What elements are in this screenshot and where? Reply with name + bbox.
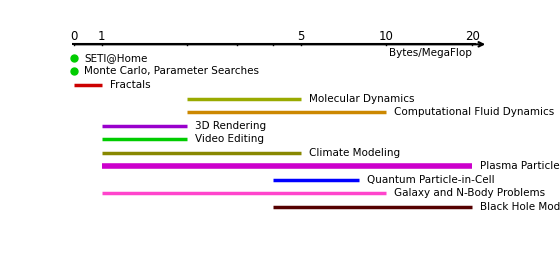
Text: Climate Modeling: Climate Modeling bbox=[309, 148, 400, 158]
Text: Plasma Particle-In-Cell: Plasma Particle-In-Cell bbox=[480, 161, 560, 171]
Text: SETI@Home: SETI@Home bbox=[84, 53, 147, 63]
Text: Quantum Particle-in-Cell: Quantum Particle-in-Cell bbox=[367, 175, 494, 185]
Text: Black Hole Modeling: Black Hole Modeling bbox=[480, 202, 560, 212]
Text: Fractals: Fractals bbox=[110, 80, 150, 90]
Text: Computational Fluid Dynamics: Computational Fluid Dynamics bbox=[394, 107, 554, 117]
Text: Galaxy and N-Body Problems: Galaxy and N-Body Problems bbox=[394, 188, 545, 198]
Text: 0: 0 bbox=[71, 30, 78, 43]
Text: 10: 10 bbox=[379, 30, 394, 43]
Text: 5: 5 bbox=[297, 30, 304, 43]
Text: 20: 20 bbox=[465, 30, 479, 43]
Text: Video Editing: Video Editing bbox=[195, 134, 264, 144]
Text: 3D Rendering: 3D Rendering bbox=[195, 121, 267, 131]
Text: Monte Carlo, Parameter Searches: Monte Carlo, Parameter Searches bbox=[84, 66, 259, 76]
Text: 1: 1 bbox=[98, 30, 105, 43]
Text: Bytes/MegaFlop: Bytes/MegaFlop bbox=[389, 48, 472, 58]
Text: Molecular Dynamics: Molecular Dynamics bbox=[309, 94, 414, 103]
